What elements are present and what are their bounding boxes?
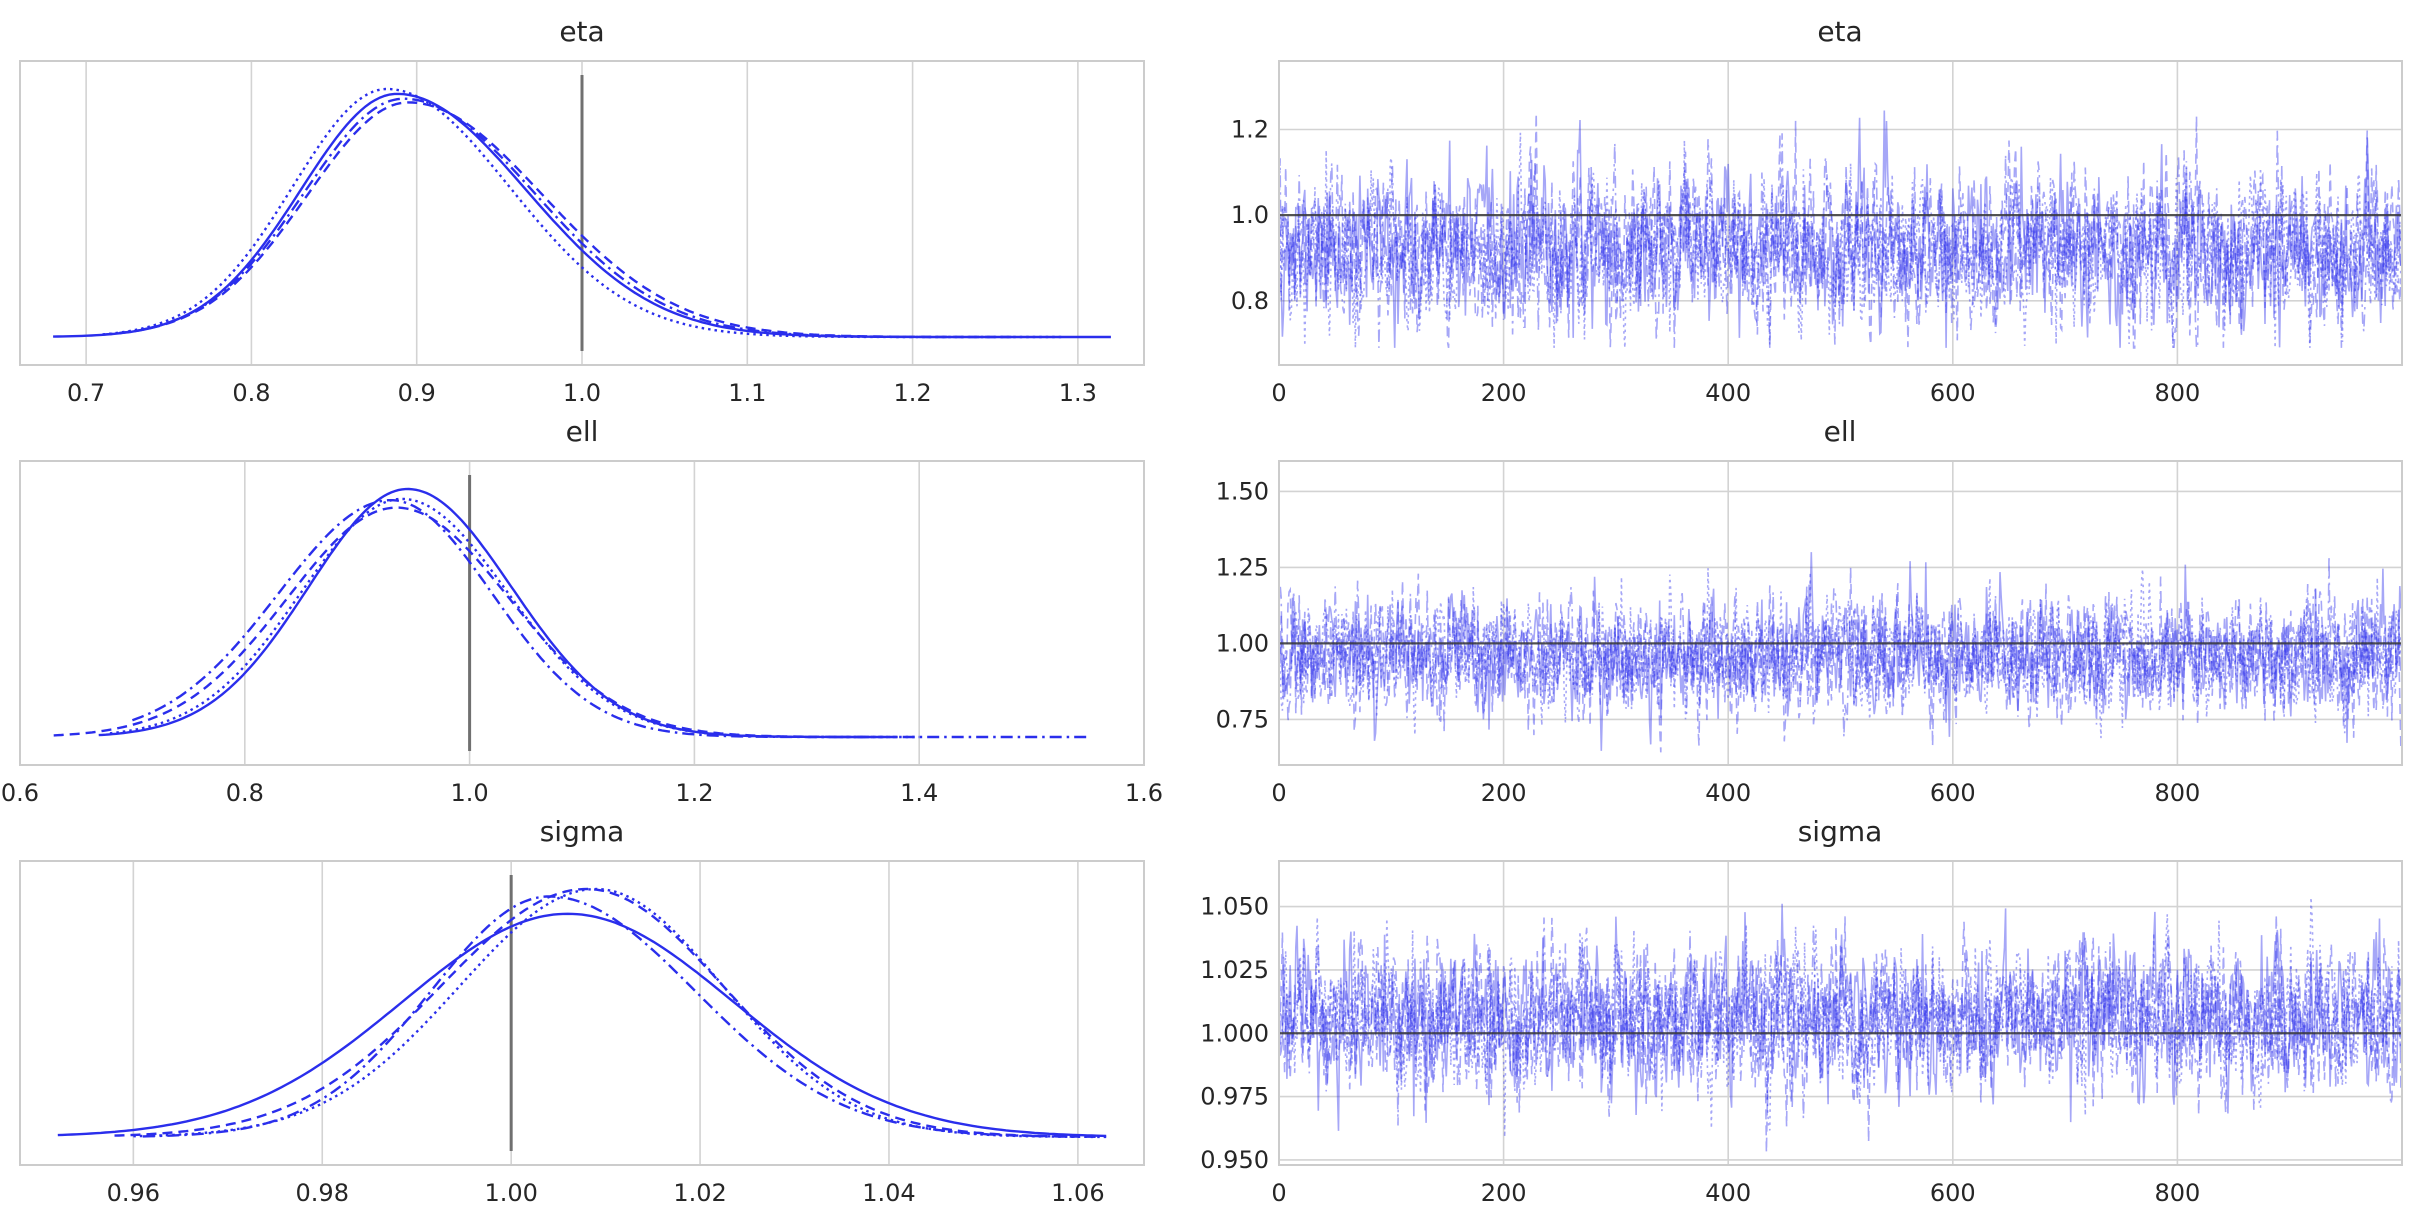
eta-density-title: eta xyxy=(559,15,604,48)
trace-eta-axes-frame xyxy=(1278,60,2403,366)
trace-sigma-ytick-label: 1.050 xyxy=(1200,893,1269,921)
density-eta-xtick-label: 0.9 xyxy=(398,379,436,407)
trace-ell-xtick-label: 200 xyxy=(1481,779,1527,807)
density-sigma-chain-1 xyxy=(114,887,1097,1138)
trace-eta-xtick-label: 600 xyxy=(1930,379,1976,407)
density-eta-chain-2 xyxy=(102,87,1062,339)
trace-sigma-xtick-label: 600 xyxy=(1930,1179,1976,1207)
trace-sigma-ytick-label: 1.000 xyxy=(1200,1019,1269,1047)
eta-trace-title: eta xyxy=(1817,15,1862,48)
trace-sigma-xtick-label: 200 xyxy=(1481,1179,1527,1207)
trace-ell-ytick-label: 1.50 xyxy=(1216,477,1269,505)
panel-sigma-density: sigma 0.96 0.98 1.00 1.02 1.04 1.06 xyxy=(19,815,1145,1207)
density-sigma-xtick-label: 0.98 xyxy=(296,1179,349,1207)
trace-ell-axes-frame xyxy=(1278,460,2403,766)
density-sigma-axes-frame xyxy=(19,860,1145,1166)
density-sigma-chain-2 xyxy=(133,887,1107,1139)
density-eta-xtick-label: 1.0 xyxy=(563,379,601,407)
sigma-trace-title: sigma xyxy=(1798,815,1883,848)
density-ell-chain-3 xyxy=(131,499,1088,739)
ell-trace-title: ell xyxy=(1824,415,1857,448)
trace-sigma-ytick-label: 0.950 xyxy=(1200,1146,1269,1174)
trace-eta-xtick-label: 800 xyxy=(2154,379,2200,407)
trace-sigma-chain-0 xyxy=(1279,903,2402,1131)
panel-eta-density: eta 0.7 0.8 0.9 1.0 1.1 1.2 1.3 xyxy=(19,15,1145,407)
density-ell-xtick-label: 1.0 xyxy=(451,779,489,807)
trace-ell-xtick-label: 600 xyxy=(1930,779,1976,807)
trace-sigma-xtick-label: 400 xyxy=(1705,1179,1751,1207)
trace-ell-chain-1 xyxy=(1279,567,2402,753)
density-sigma-xtick-label: 1.00 xyxy=(484,1179,537,1207)
trace-eta-xtick-label: 0 xyxy=(1271,379,1286,407)
trace-sigma-xtick-label: 0 xyxy=(1271,1179,1286,1207)
trace-eta-chain-1 xyxy=(1279,113,2402,349)
trace-ell-ytick-label: 1.25 xyxy=(1216,553,1269,581)
density-ell-chain-1 xyxy=(53,506,897,739)
density-eta-chain-0 xyxy=(53,92,1111,339)
density-sigma-chain-0 xyxy=(57,912,1107,1138)
trace-eta-chain-2 xyxy=(1279,132,2402,348)
density-ell-xtick-label: 1.4 xyxy=(900,779,938,807)
density-ell-xtick-label: 1.6 xyxy=(1125,779,1163,807)
trace-sigma-ytick-label: 0.975 xyxy=(1200,1083,1269,1111)
density-sigma-xtick-label: 1.06 xyxy=(1051,1179,1104,1207)
panel-sigma-trace: sigma 0 200 400 600 800 0.950 0.975 1.000 1.025 1… xyxy=(1200,815,2403,1207)
ell-density-title: ell xyxy=(566,415,599,448)
trace-sigma-chain-3 xyxy=(1279,917,2402,1126)
trace-eta-chain-0 xyxy=(1279,110,2402,348)
density-ell-xtick-label: 0.6 xyxy=(1,779,39,807)
trace-ell-chain-0 xyxy=(1279,552,2402,751)
trace-sigma-ytick-label: 1.025 xyxy=(1200,956,1269,984)
trace-ell-ytick-label: 1.00 xyxy=(1216,629,1269,657)
density-ell-xtick-label: 0.8 xyxy=(226,779,264,807)
density-sigma-xtick-label: 1.02 xyxy=(673,1179,726,1207)
trace-eta-ytick-label: 1.2 xyxy=(1231,116,1269,144)
panel-ell-density: ell 0.6 0.8 1.0 1.2 1.4 1.6 xyxy=(1,415,1163,807)
density-eta-xtick-label: 0.8 xyxy=(232,379,270,407)
density-sigma-xtick-label: 0.96 xyxy=(107,1179,160,1207)
trace-ell-xtick-label: 800 xyxy=(2154,779,2200,807)
density-eta-axes-frame xyxy=(19,60,1145,366)
density-eta-chain-3 xyxy=(119,97,946,339)
trace-eta-ytick-label: 1.0 xyxy=(1231,201,1269,229)
density-ell-axes-frame xyxy=(19,460,1145,766)
density-eta-xtick-label: 1.2 xyxy=(894,379,932,407)
trace-sigma-chain-2 xyxy=(1279,897,2402,1138)
density-sigma-xtick-label: 1.04 xyxy=(862,1179,915,1207)
panel-eta-trace: eta 0 200 400 600 800 0.8 1.0 1.2 xyxy=(1231,15,2403,407)
trace-eta-chain-3 xyxy=(1279,130,2402,349)
trace-sigma-chain-1 xyxy=(1279,914,2402,1153)
trace-sigma-axes-frame xyxy=(1278,860,2403,1166)
trace-eta-ytick-label: 0.8 xyxy=(1231,287,1269,315)
sigma-density-title: sigma xyxy=(540,815,625,848)
density-eta-xtick-label: 1.3 xyxy=(1059,379,1097,407)
trace-eta-xtick-label: 200 xyxy=(1481,379,1527,407)
density-ell-xtick-label: 1.2 xyxy=(675,779,713,807)
trace-ell-xtick-label: 400 xyxy=(1705,779,1751,807)
panel-ell-trace: ell 0 200 400 600 800 0.75 1.00 1.25 1.50 xyxy=(1216,415,2403,807)
trace-sigma-xtick-label: 800 xyxy=(2154,1179,2200,1207)
trace-ell-xtick-label: 0 xyxy=(1271,779,1286,807)
density-eta-chain-1 xyxy=(102,101,1012,339)
density-eta-xtick-label: 0.7 xyxy=(67,379,105,407)
trace-ell-ytick-label: 0.75 xyxy=(1216,705,1269,733)
trace-eta-xtick-label: 400 xyxy=(1705,379,1751,407)
density-eta-xtick-label: 1.1 xyxy=(728,379,766,407)
density-sigma-chain-3 xyxy=(142,895,1078,1138)
trace-ell-chain-3 xyxy=(1279,556,2402,746)
